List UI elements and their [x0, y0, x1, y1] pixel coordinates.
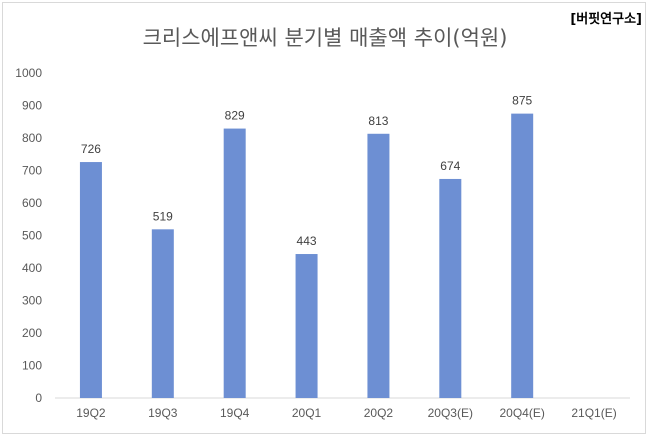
bar — [367, 133, 390, 398]
data-label: 519 — [153, 209, 173, 223]
data-label: 875 — [512, 94, 532, 108]
x-tick-label: 19Q4 — [220, 406, 250, 420]
y-tick-label: 200 — [22, 326, 42, 340]
y-tick-label: 400 — [22, 261, 42, 275]
bar — [79, 162, 102, 398]
x-tick-label: 19Q3 — [148, 406, 178, 420]
y-tick-label: 700 — [22, 164, 42, 178]
y-tick-label: 300 — [22, 294, 42, 308]
y-tick-label: 600 — [22, 196, 42, 210]
x-tick-label: 20Q4(E) — [500, 406, 545, 420]
watermark-label: [버핏연구소] — [570, 12, 642, 27]
chart-frame — [2, 2, 646, 434]
x-tick-label: 20Q3(E) — [428, 406, 473, 420]
bar — [439, 178, 462, 398]
y-tick-label: 500 — [22, 229, 42, 243]
bar — [295, 254, 318, 398]
bar — [511, 113, 534, 398]
data-label: 674 — [440, 159, 460, 173]
y-tick-label: 100 — [22, 359, 42, 373]
x-tick-label: 20Q1 — [292, 406, 322, 420]
bar — [151, 229, 174, 398]
y-tick-label: 800 — [22, 131, 42, 145]
x-tick-label: 21Q1(E) — [571, 406, 616, 420]
chart-title: 크리스에프앤씨 분기별 매출액 추이(억원) — [142, 26, 508, 50]
data-label: 829 — [225, 109, 245, 123]
data-label: 813 — [368, 114, 388, 128]
data-label: 443 — [297, 234, 317, 248]
data-label: 726 — [81, 142, 101, 156]
y-tick-label: 0 — [35, 391, 42, 405]
x-tick-label: 19Q2 — [76, 406, 106, 420]
y-tick-label: 1000 — [15, 66, 42, 80]
y-tick-label: 900 — [22, 99, 42, 113]
bar — [223, 128, 246, 398]
x-tick-label: 20Q2 — [364, 406, 394, 420]
